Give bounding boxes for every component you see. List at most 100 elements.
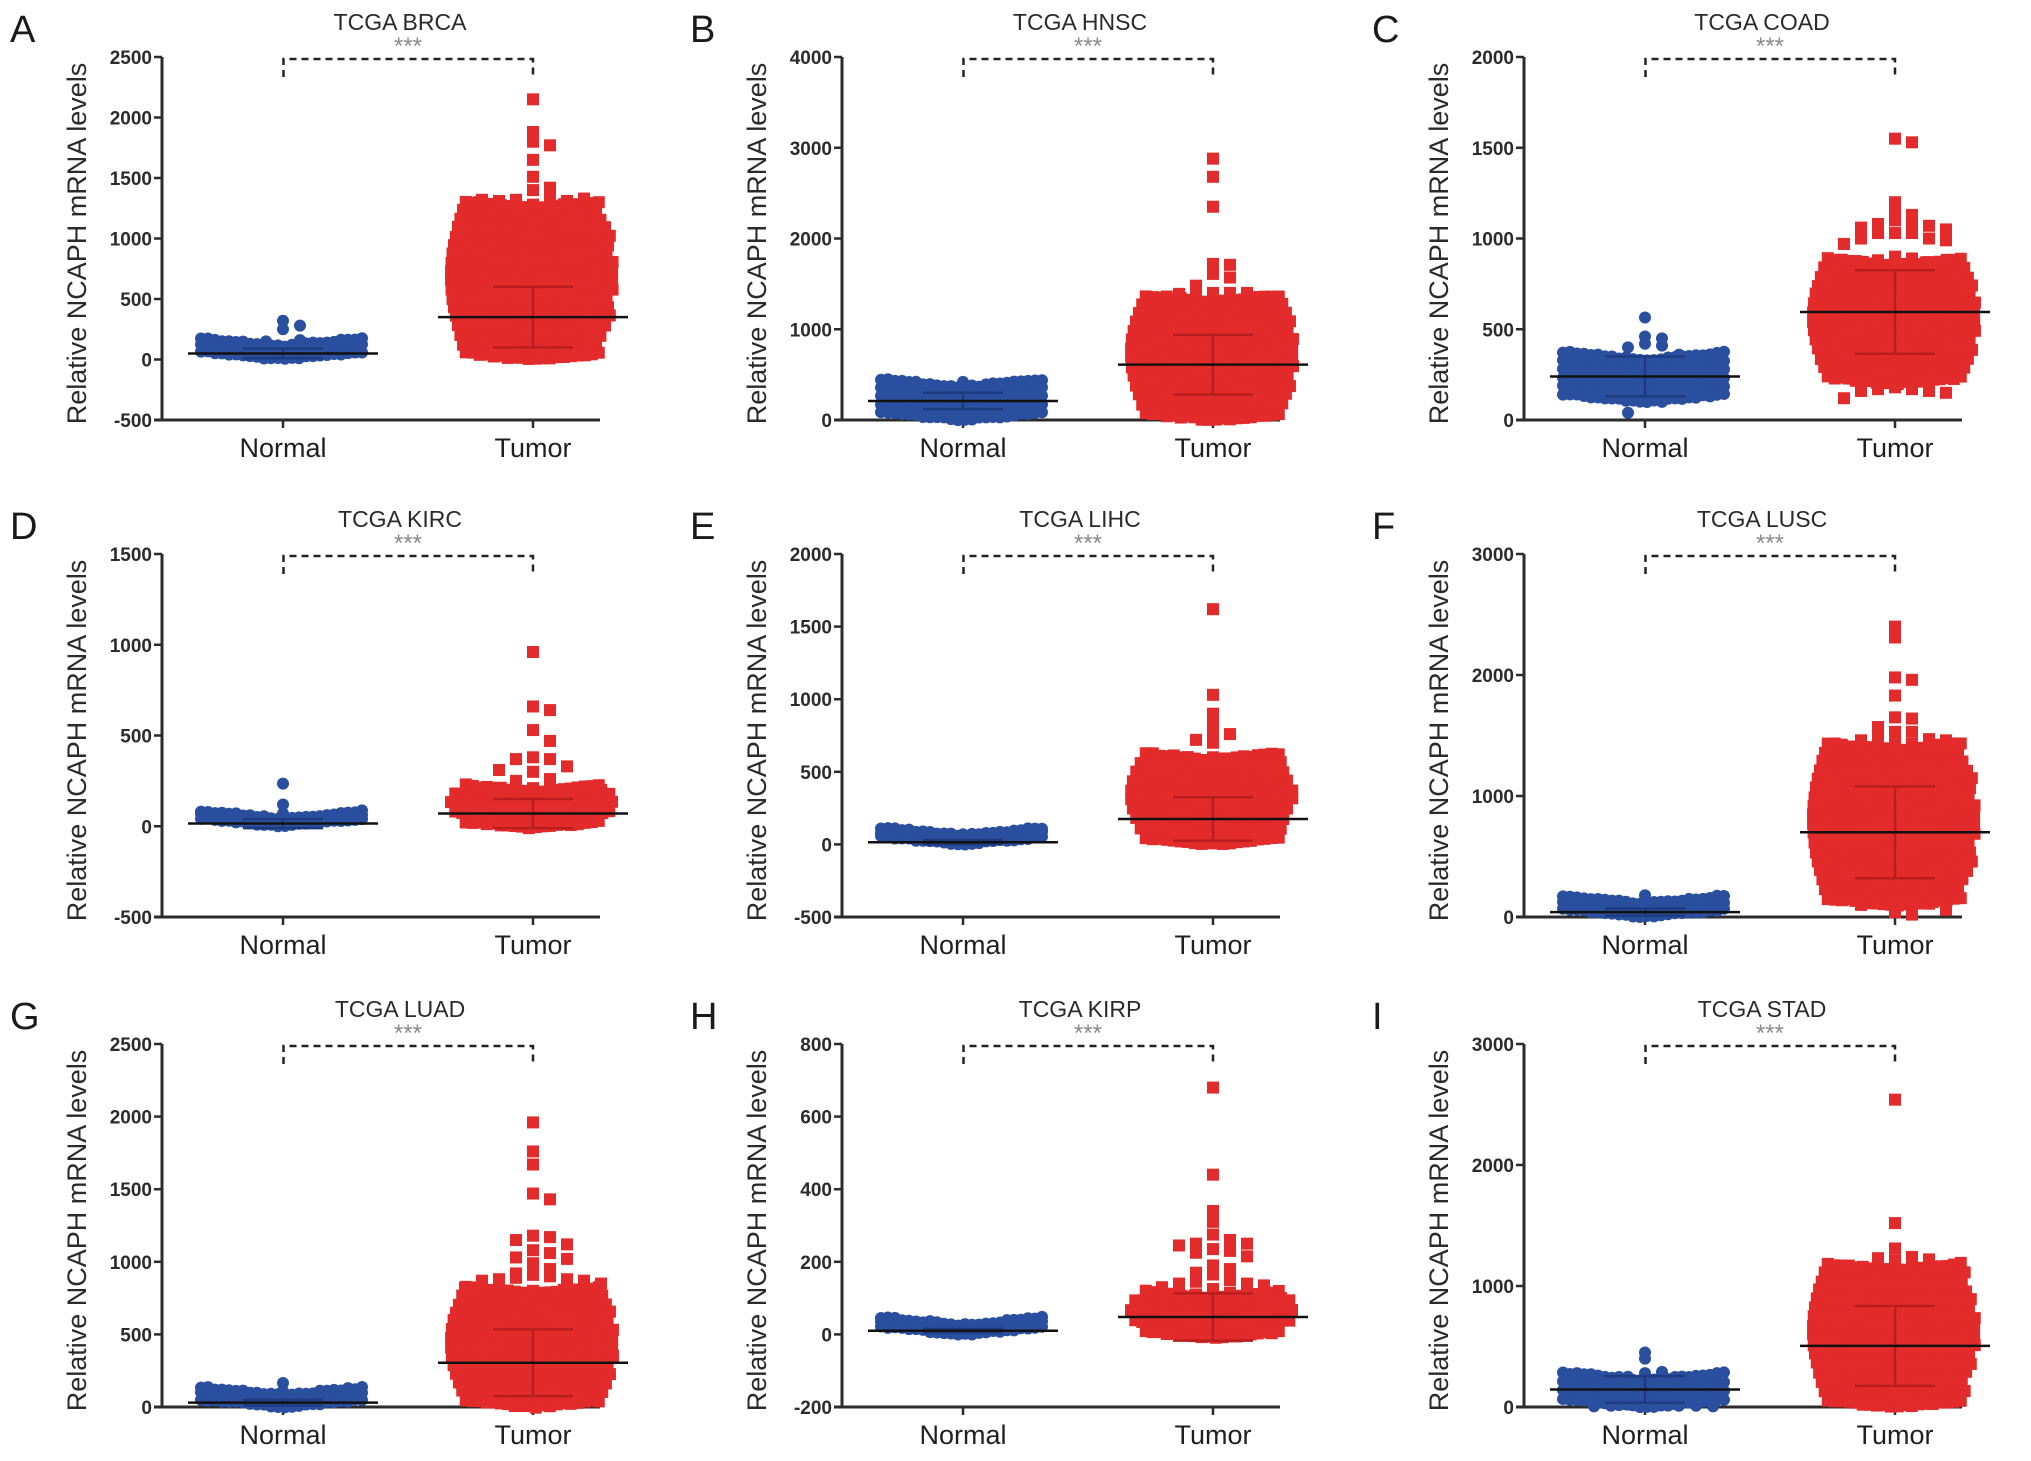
data-point (1276, 397, 1289, 410)
panel-a: A TCGA BRCA*** Relative NCAPH mRNA levels -… (10, 9, 628, 463)
data-point (260, 335, 272, 348)
data-point (603, 1305, 616, 1318)
data-point (1275, 1292, 1287, 1305)
series-tumor (1800, 620, 1990, 921)
x-category-label: Normal (239, 1420, 326, 1450)
data-point (1190, 286, 1202, 299)
x-category-label: Normal (919, 1420, 1006, 1450)
y-tick-label: 1500 (1472, 139, 1514, 160)
data-point (527, 1244, 539, 1257)
y-tick-label: 0 (821, 835, 832, 856)
data-point (1940, 386, 1952, 399)
x-category-label: Normal (1601, 1420, 1688, 1450)
x-category-label: Tumor (1856, 930, 1933, 960)
y-tick-label: 1000 (110, 636, 152, 657)
data-point (459, 1281, 471, 1294)
panel-letter: C (1372, 9, 1399, 51)
y-tick-label: 0 (821, 1325, 832, 1346)
y-tick-label: 0 (1503, 908, 1514, 929)
significance-bracket (282, 554, 535, 574)
data-point (565, 251, 578, 264)
data-point (527, 1284, 539, 1297)
data-point (1718, 1385, 1730, 1398)
data-point (1224, 1273, 1236, 1286)
x-category-label: Tumor (1174, 1420, 1251, 1450)
panel-title: TCGA KIRP (1019, 996, 1142, 1022)
y-tick-label: 1500 (790, 618, 832, 639)
data-point (1241, 1250, 1253, 1263)
data-point (1889, 736, 1901, 749)
data-point (1855, 221, 1867, 234)
panel-letter: E (690, 506, 715, 548)
data-point (527, 126, 539, 139)
data-point (1718, 387, 1730, 400)
data-point (1718, 355, 1730, 368)
data-point (1923, 219, 1935, 232)
data-point (1622, 341, 1634, 354)
data-point (527, 782, 539, 795)
data-point (544, 1231, 556, 1244)
data-point (1207, 725, 1219, 738)
data-point (1906, 673, 1918, 686)
data-point (1906, 217, 1918, 230)
data-point (578, 783, 590, 796)
data-point (527, 1158, 539, 1171)
data-point (493, 194, 505, 207)
data-point (1906, 227, 1918, 240)
data-point (505, 1372, 518, 1385)
data-point (1639, 1352, 1651, 1365)
data-point (1940, 744, 1952, 757)
x-category-label: Tumor (1174, 930, 1251, 960)
data-point (527, 1187, 539, 1200)
data-point (1224, 258, 1236, 271)
data-point (527, 751, 539, 764)
data-point (592, 1395, 605, 1408)
y-tick-label: 0 (141, 1398, 152, 1419)
panel-g: G TCGA LUAD*** Relative NCAPH mRNA levels 0… (10, 996, 628, 1450)
data-point (1923, 1260, 1935, 1273)
x-category-label: Tumor (1856, 1420, 1933, 1450)
significance-bracket (282, 1044, 535, 1064)
data-point (1036, 830, 1048, 843)
series-normal (868, 373, 1058, 427)
panel-letter: I (1372, 996, 1383, 1038)
data-point (1872, 254, 1884, 267)
data-point (544, 191, 556, 204)
data-point (1718, 363, 1730, 376)
data-point (1207, 170, 1219, 183)
data-point (510, 753, 522, 766)
data-point (1207, 603, 1219, 616)
series-tumor (1118, 152, 1308, 426)
data-point (1207, 707, 1219, 720)
data-point (1968, 296, 1981, 309)
y-tick-label: 3000 (1472, 1035, 1514, 1056)
significance-stars: *** (1756, 530, 1784, 557)
data-point (505, 1295, 518, 1308)
data-point (1872, 217, 1884, 230)
data-point (1962, 1348, 1975, 1361)
series-normal (868, 1310, 1058, 1341)
data-point (476, 1274, 488, 1287)
data-point (1889, 894, 1901, 907)
series-tumor (1800, 1093, 1990, 1413)
data-point (603, 805, 616, 818)
data-point (578, 192, 590, 205)
data-point (1906, 908, 1918, 921)
data-point (1889, 671, 1901, 684)
data-point (544, 753, 556, 766)
y-tick-label: -500 (114, 411, 152, 432)
data-point (1224, 1244, 1236, 1257)
data-point (1718, 372, 1730, 385)
panel-i: I TCGA STAD*** Relative NCAPH mRNA levels 0… (1372, 996, 1990, 1450)
data-point (1838, 392, 1850, 405)
data-point (1923, 384, 1935, 397)
data-point (277, 807, 289, 820)
data-point (1156, 1290, 1168, 1303)
y-tick-label: 2500 (110, 1035, 152, 1056)
data-point (1906, 136, 1918, 149)
data-point (1588, 1400, 1600, 1413)
data-point (527, 1116, 539, 1129)
panel-f: F TCGA LUSC*** Relative NCAPH mRNA levels 0… (1372, 506, 1990, 960)
data-point (1889, 689, 1901, 702)
